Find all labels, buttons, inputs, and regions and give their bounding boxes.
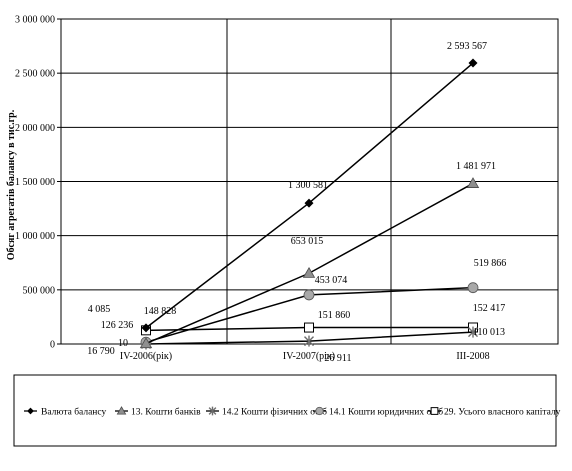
legend-label: 14.1 Кошти юридичних осіб bbox=[329, 407, 443, 418]
legend-box bbox=[13, 374, 557, 447]
x-tick-label: IV-2007(рік) bbox=[283, 351, 335, 362]
data-label: 1 300 581 bbox=[288, 180, 328, 191]
data-label: 110 013 bbox=[473, 327, 505, 338]
legend-item: Валюта балансу bbox=[24, 407, 106, 418]
y-tick-label: 2 000 000 bbox=[15, 123, 55, 134]
y-tick-label: 1 500 000 bbox=[15, 177, 55, 188]
y-tick-label: 2 500 000 bbox=[15, 69, 55, 80]
series-line bbox=[145, 182, 474, 345]
data-point-diamond bbox=[141, 323, 151, 333]
y-axis-label: Обсяг агрегатів балансу в тис.гр. bbox=[6, 109, 17, 260]
legend-label: 29. Усього власного капіталу bbox=[444, 408, 561, 418]
data-label: 1 481 971 bbox=[456, 161, 496, 172]
data-label: 453 074 bbox=[315, 275, 348, 286]
data-label: 151 860 bbox=[318, 310, 351, 321]
legend-marker-triangle bbox=[116, 406, 127, 415]
x-tick-labels: IV-2006(рік) IV-2007(рік) III-2008 bbox=[120, 351, 490, 362]
data-label: 16 790 bbox=[87, 346, 115, 357]
legend-item: 13. Кошти банків bbox=[115, 406, 201, 418]
legend-marker-diamond bbox=[27, 407, 34, 415]
legend-label: 14.2 Кошти фізичних осіб bbox=[222, 407, 327, 418]
data-label: 152 417 bbox=[473, 303, 506, 314]
data-label: 148 828 bbox=[144, 306, 177, 317]
x-tick-label: IV-2006(рік) bbox=[120, 351, 172, 362]
data-label: 519 866 bbox=[474, 258, 507, 269]
data-point-star bbox=[468, 326, 478, 338]
y-tick-labels: 0 500 000 1 000 000 1 500 000 2 000 000 2 500… bbox=[15, 15, 55, 351]
data-point-diamond bbox=[468, 58, 478, 68]
series-layer bbox=[139, 58, 480, 350]
data-label: 2 593 567 bbox=[447, 41, 487, 52]
series-line bbox=[145, 62, 474, 329]
data-label: 10 bbox=[118, 338, 128, 349]
data-point-star bbox=[304, 335, 314, 347]
data-label: 653 015 bbox=[291, 236, 324, 247]
data-point-triangle bbox=[302, 266, 316, 278]
data-point-square bbox=[304, 322, 314, 333]
legend: Валюта балансу 13. Кошти банків 14.2 Кошти… bbox=[13, 374, 561, 447]
data-point-diamond bbox=[304, 198, 314, 208]
y-tick-label: 3 000 000 bbox=[15, 15, 55, 26]
legend-item: 14.2 Кошти фізичних осіб bbox=[206, 407, 327, 418]
data-point-circle bbox=[303, 289, 315, 301]
data-point-triangle bbox=[466, 177, 480, 188]
data-point-circle bbox=[467, 282, 479, 294]
data-label: 26 911 bbox=[324, 353, 351, 364]
legend-marker-circle bbox=[315, 406, 324, 416]
x-tick-label: III-2008 bbox=[456, 351, 489, 362]
y-tick-label: 0 bbox=[50, 340, 55, 351]
y-tick-label: 1 000 000 bbox=[15, 231, 55, 242]
data-label: 126 236 bbox=[101, 320, 134, 331]
legend-item: 14.1 Кошти юридичних осіб bbox=[313, 407, 443, 418]
legend-item: 29. Усього власного капіталу bbox=[428, 407, 561, 418]
legend-label: 13. Кошти банків bbox=[131, 407, 201, 418]
y-tick-label: 500 000 bbox=[23, 285, 56, 296]
data-label: 4 085 bbox=[88, 304, 111, 315]
data-point-triangle bbox=[139, 337, 153, 349]
data-labels: 148 828 1 300 581 2 593 567 4 085 653 015 1 4… bbox=[87, 41, 506, 364]
legend-marker-square bbox=[430, 407, 439, 415]
legend-label: Валюта балансу bbox=[41, 407, 106, 418]
legend-marker-star bbox=[208, 406, 217, 416]
